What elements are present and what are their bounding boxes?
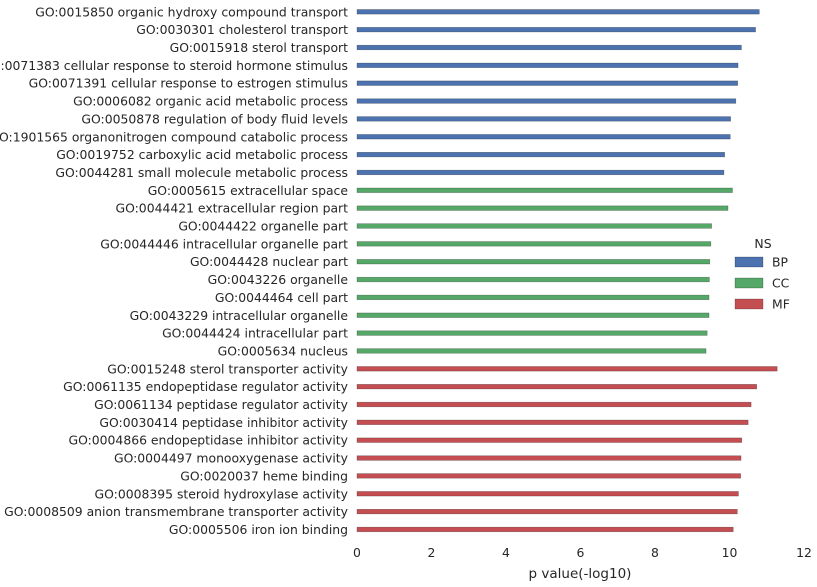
bar-go-0005634 — [356, 348, 707, 354]
category-label: GO:0015850 organic hydroxy compound tran… — [35, 4, 348, 19]
bar-go-0044421 — [356, 205, 729, 211]
bar-go-0004497 — [356, 455, 742, 461]
bar-go-0004866 — [356, 437, 743, 443]
bars-layer — [356, 9, 778, 533]
bar-go-0050878 — [356, 116, 731, 122]
bar-go-0005506 — [356, 526, 734, 533]
category-label: GO:0015918 sterol transport — [170, 40, 349, 55]
bar-go-0044422 — [356, 223, 712, 229]
bar-go-0043226 — [356, 276, 710, 283]
category-label: GO:0019752 carboxylic acid metabolic pro… — [56, 147, 348, 162]
category-label: GO:0044424 intracellular part — [162, 326, 348, 341]
category-label: GO:0071383 cellular response to steroid … — [0, 58, 348, 73]
category-label: GO:0005615 extracellular space — [148, 183, 348, 198]
bar-go-0030301 — [356, 27, 756, 33]
bar-go-1901565 — [356, 134, 731, 140]
bar-go-0015918 — [356, 44, 742, 51]
category-labels: GO:0015850 organic hydroxy compound tran… — [0, 4, 348, 537]
bar-go-0015248 — [356, 366, 778, 372]
legend-swatch-bp — [734, 256, 764, 268]
bar-go-0061134 — [356, 401, 752, 408]
category-label: GO:0044428 nuclear part — [190, 254, 348, 269]
category-label: GO:0061135 endopeptidase regulator activ… — [63, 379, 348, 394]
bar-go-0061135 — [356, 384, 757, 390]
x-tick-label: 4 — [502, 545, 510, 560]
legend-title: NS — [754, 236, 771, 251]
x-tick-label: 12 — [796, 545, 812, 560]
bar-go-0008509 — [356, 508, 738, 515]
bar-go-0030414 — [356, 419, 749, 425]
bar-go-0044281 — [356, 169, 725, 176]
x-tick-label: 2 — [428, 545, 436, 560]
category-label: GO:0005506 iron ion binding — [169, 522, 348, 537]
category-label: GO:0004866 endopeptidase inhibitor activ… — [68, 433, 348, 448]
bar-go-0020037 — [356, 473, 741, 479]
legend-label-bp: BP — [772, 255, 789, 270]
bar-go-0044428 — [356, 259, 711, 265]
x-tick-label: 8 — [651, 545, 659, 560]
bar-go-0005615 — [356, 187, 733, 193]
category-label: GO:0008395 steroid hydroxylase activity — [95, 486, 348, 501]
bar-go-0043229 — [356, 312, 710, 318]
category-label: GO:0030414 peptidase inhibitor activity — [99, 415, 348, 430]
bar-go-0044446 — [356, 241, 712, 247]
bar-go-0019752 — [356, 152, 725, 158]
category-label: GO:0071391 cellular response to estrogen… — [29, 76, 348, 91]
category-label: GO:0005634 nucleus — [218, 343, 348, 358]
category-label: GO:0044422 organelle part — [178, 219, 348, 234]
bar-go-0008395 — [356, 491, 739, 497]
legend-label-mf: MF — [772, 297, 790, 312]
x-axis-ticks: 0 2 4 6 8 10 12 — [353, 545, 812, 560]
category-label: GO:0044446 intracellular organelle part — [100, 236, 348, 251]
x-tick-label: 0 — [353, 545, 361, 560]
legend-label-cc: CC — [772, 276, 789, 291]
category-label: GO:0043226 organelle — [208, 272, 348, 287]
x-axis-title: p value(-log10) — [529, 566, 632, 582]
category-label: GO:0030301 cholesterol transport — [136, 22, 348, 37]
category-label: GO:0008509 anion transmembrane transport… — [4, 504, 348, 519]
legend-swatch-cc — [734, 277, 764, 289]
x-tick-label: 10 — [722, 545, 738, 560]
category-label: GO:0044464 cell part — [215, 290, 348, 305]
category-label: GO:0044421 extracellular region part — [116, 201, 349, 216]
bar-go-0044424 — [356, 330, 708, 336]
category-label: GO:0043229 intracellular organelle — [130, 308, 348, 323]
category-label: GO:0044281 small molecule metabolic proc… — [55, 165, 348, 180]
category-label: GO:0015248 sterol transporter activity — [107, 361, 348, 376]
bar-go-0071391 — [356, 80, 738, 86]
bar-go-0071383 — [356, 62, 739, 68]
bar-go-0015850 — [356, 9, 760, 15]
category-label: GO:0050878 regulation of body fluid leve… — [81, 111, 348, 126]
bar-go-0006082 — [356, 98, 737, 104]
bar-go-0044464 — [356, 294, 710, 301]
category-label: GO:0004497 monooxygenase activity — [114, 451, 348, 466]
category-label: GO:0061134 peptidase regulator activity — [94, 397, 348, 412]
x-tick-label: 6 — [577, 545, 585, 560]
category-label: GO:0006082 organic acid metabolic proces… — [73, 94, 348, 109]
category-label: GO:0020037 heme binding — [180, 468, 348, 483]
legend-swatch-mf — [734, 298, 764, 310]
category-label: GO:1901565 organonitrogen compound catab… — [0, 129, 348, 144]
legend: NS BP CC MF — [734, 236, 790, 312]
